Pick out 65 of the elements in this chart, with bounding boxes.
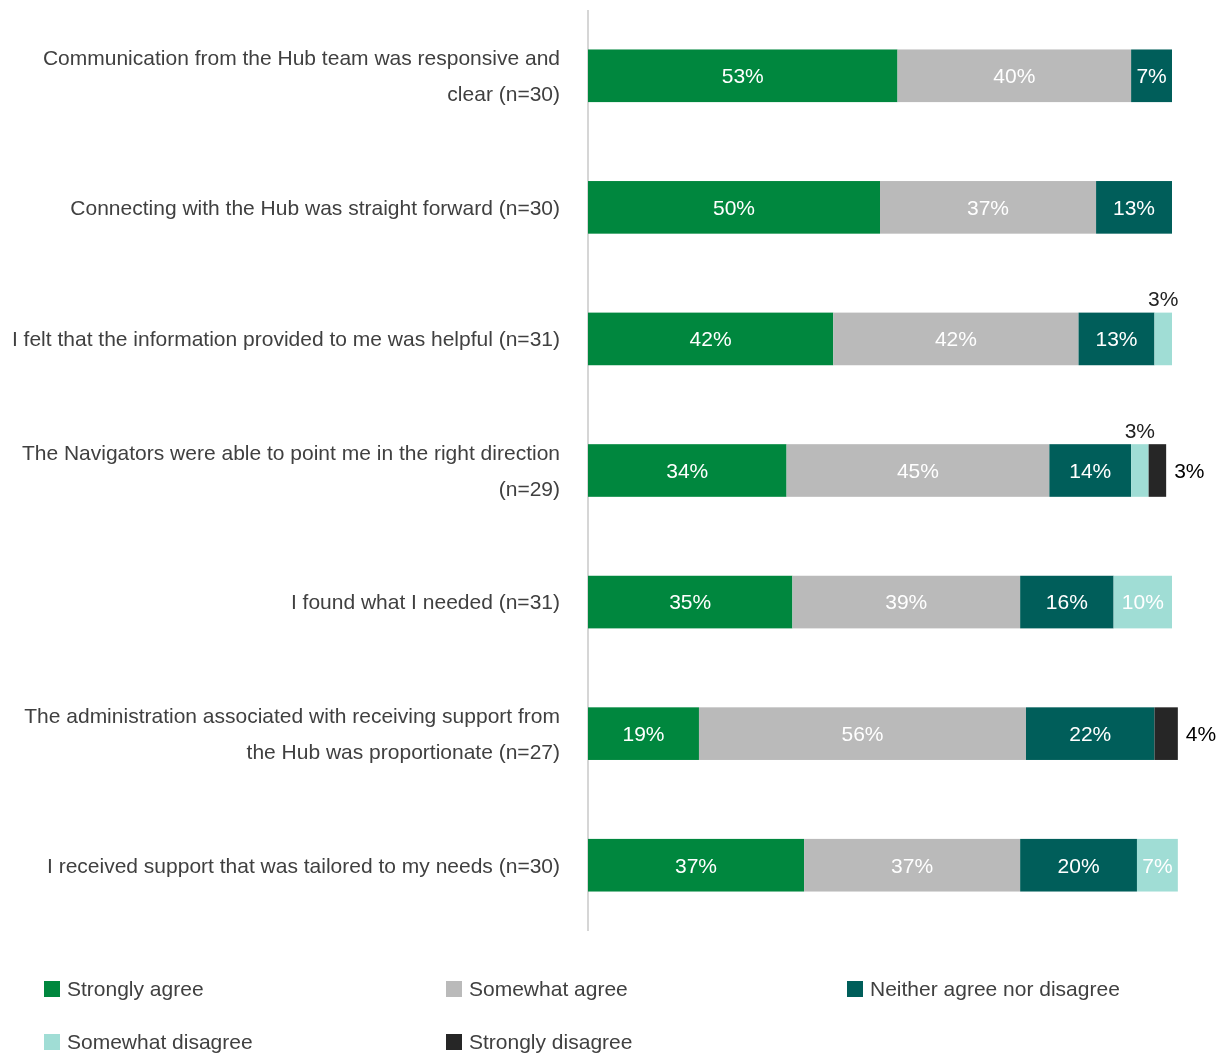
data-label: 14% — [1069, 458, 1112, 482]
data-label: 19% — [622, 721, 665, 745]
bar — [698, 707, 1026, 760]
data-label: 42% — [689, 327, 732, 351]
data-label: 53% — [721, 64, 764, 88]
data-label: 34% — [666, 458, 709, 482]
data-label: 7% — [1136, 64, 1167, 88]
bar — [897, 49, 1132, 103]
data-label: 13% — [1095, 327, 1138, 351]
data-label: 16% — [1045, 590, 1088, 614]
legend-label: Somewhat disagree — [67, 1030, 253, 1054]
bar — [1020, 838, 1137, 892]
data-label: 22% — [1069, 721, 1112, 745]
data-label: 3% — [1174, 458, 1205, 482]
data-label: 7% — [1142, 853, 1173, 877]
bar — [588, 838, 805, 892]
bar — [880, 181, 1097, 234]
data-label: 56% — [841, 721, 884, 745]
bar — [588, 181, 880, 234]
bar — [1096, 181, 1172, 234]
legend-label: Somewhat agree — [469, 977, 628, 1001]
bar — [1026, 707, 1155, 760]
bar — [1020, 575, 1114, 629]
bar — [1136, 838, 1178, 892]
y-tick-label: The Navigators were able to point me in the right direction (n=29) — [21, 440, 560, 500]
bar — [833, 312, 1079, 366]
bar — [588, 575, 793, 629]
data-label: 50% — [712, 195, 756, 219]
data-label: 4% — [1185, 721, 1217, 745]
y-tick-label: The administration associated with receiving support from the Hub was proportionate (n=27) — [24, 703, 560, 763]
y-tick-label: Connecting with the Hub was straight forward (n=30) — [70, 195, 560, 219]
bar — [804, 838, 1021, 892]
bar — [1154, 312, 1172, 366]
bar — [1049, 444, 1132, 497]
bar — [1131, 444, 1149, 497]
bar — [1148, 444, 1167, 497]
y-tick-label: I felt that the information provided to me was helpful (n=31) — [11, 327, 560, 351]
data-label: 45% — [896, 458, 939, 482]
y-tick-label: Communication from the Hub team was responsive and clear (n=30) — [42, 46, 560, 106]
bar — [786, 444, 1050, 497]
y-tick-label: I found what I needed (n=31) — [290, 590, 560, 614]
bar — [1131, 49, 1172, 103]
data-label: 3% — [1124, 418, 1156, 442]
bar — [1154, 707, 1178, 760]
bar — [588, 312, 834, 366]
bar — [792, 575, 1021, 629]
data-label: 10% — [1121, 590, 1164, 614]
legend-label: Strongly agree — [67, 977, 204, 1001]
data-label: 35% — [669, 590, 712, 614]
bar — [588, 707, 699, 760]
data-label: 39% — [885, 590, 928, 614]
data-label: 37% — [891, 853, 934, 877]
data-label: 42% — [934, 327, 977, 351]
data-label: 37% — [675, 853, 718, 877]
data-label: 40% — [993, 64, 1036, 88]
data-label: 13% — [1113, 195, 1156, 219]
data-label: 37% — [967, 195, 1010, 219]
legend-label: Neither agree nor disagree — [870, 977, 1120, 1001]
data-label: 20% — [1057, 853, 1100, 877]
data-label: 3% — [1148, 286, 1179, 310]
bar — [588, 444, 787, 497]
bar — [1078, 312, 1155, 366]
bar — [588, 49, 898, 103]
legend-label: Strongly disagree — [469, 1030, 633, 1054]
y-tick-label: I received support that was tailored to my needs (n=30) — [46, 853, 560, 877]
